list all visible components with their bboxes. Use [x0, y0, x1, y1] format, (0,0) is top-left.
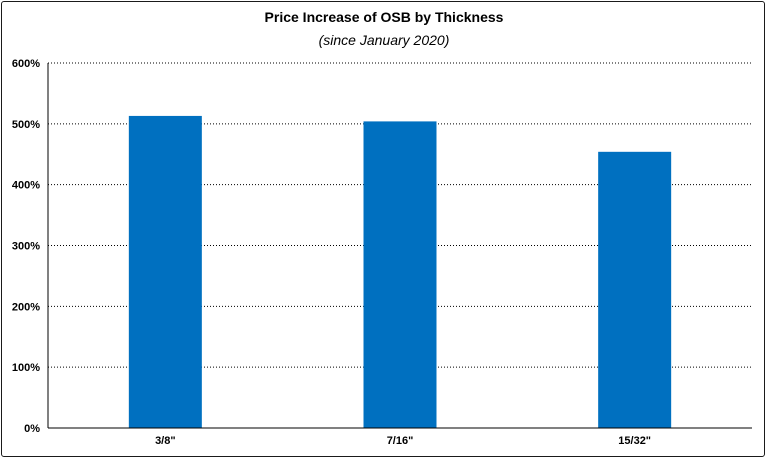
bar [598, 151, 672, 429]
y-tick-label: 500% [12, 119, 40, 131]
y-tick-label: 100% [12, 362, 40, 374]
y-tick-label: 600% [12, 58, 40, 70]
bar [128, 115, 202, 429]
y-tick-label: 0% [24, 423, 40, 435]
x-tick-label: 3/8" [155, 435, 176, 447]
y-tick-label: 300% [12, 241, 40, 253]
x-axis-ticks: 3/8" 7/16" 15/32" [155, 435, 651, 447]
y-axis-ticks: 0% 100% 200% 300% 400% 500% 600% [12, 58, 40, 435]
axes [47, 63, 752, 429]
chart-subtitle: (since January 2020) [318, 32, 450, 48]
chart-title: Price Increase of OSB by Thickness [264, 9, 504, 25]
x-tick-label: 15/32" [618, 435, 651, 447]
bar [363, 121, 437, 429]
y-tick-label: 400% [12, 180, 40, 192]
y-tick-label: 200% [12, 301, 40, 313]
bars [128, 115, 672, 429]
x-tick-label: 7/16" [387, 435, 414, 447]
